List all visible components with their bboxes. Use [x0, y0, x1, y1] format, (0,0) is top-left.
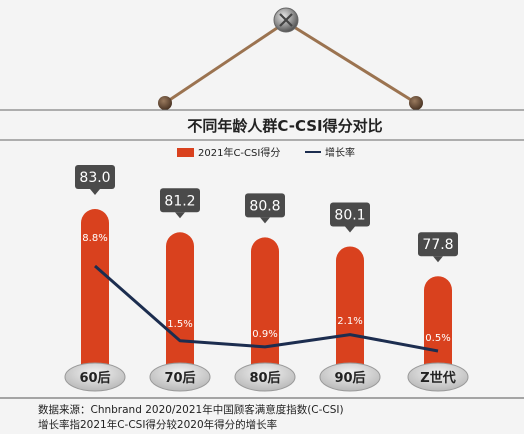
nail-right-icon [409, 96, 423, 110]
bar-value-badge-pointer-4 [433, 256, 443, 263]
bar-value-badge-2 [245, 193, 285, 218]
category-label-4: Z世代 [420, 370, 455, 386]
legend-line-label: 增长率 [325, 146, 355, 159]
bar-value-label-2: 80.8 [249, 198, 280, 214]
plot-area: 83.0 60后 81.2 70后 80.8 80后 80.1 90后 77.8 Z世代 8.8% 1… [64, 165, 469, 392]
category-label-3: 90后 [334, 370, 365, 386]
bar-value-badge-3 [330, 202, 370, 227]
bar-value-label-0: 83.0 [79, 170, 110, 186]
growth-rate-label-1: 1.5% [167, 319, 192, 330]
bar-value-badge-pointer-2 [260, 217, 270, 224]
legend: 2021年C-CSI得分 增长率 [177, 146, 355, 159]
category-pill-1 [149, 362, 211, 392]
category-label-0: 60后 [79, 370, 110, 386]
growth-rate-label-4: 0.5% [425, 333, 450, 344]
screw-icon [273, 7, 299, 33]
category-pill-3 [319, 362, 381, 392]
bar-1 [166, 232, 194, 377]
chart-title: 不同年龄人群C-CSI得分对比 [187, 117, 382, 135]
bar-value-badge-pointer-0 [90, 189, 100, 195]
legend-bar-swatch [177, 148, 194, 157]
footnote-source: 数据来源：Chnbrand 2020/2021年中国顾客满意度指数(C-CSI) [38, 403, 344, 416]
bar-value-badge-pointer-3 [345, 226, 355, 233]
category-label-2: 80后 [249, 370, 280, 386]
bar-value-label-3: 80.1 [334, 207, 365, 223]
bar-2 [251, 237, 279, 377]
bar-0 [81, 209, 109, 377]
bar-value-label-4: 77.8 [422, 237, 453, 253]
category-pill-2 [234, 362, 296, 392]
bar-value-badge-4 [418, 232, 458, 257]
category-label-1: 70后 [164, 370, 195, 386]
hanging-wire-left [164, 20, 287, 105]
nail-left-icon [158, 96, 172, 110]
growth-rate-label-2: 0.9% [252, 329, 277, 340]
bar-value-badge-1 [160, 188, 200, 213]
category-pill-4 [407, 362, 469, 392]
category-pill-0 [64, 362, 126, 392]
legend-bar-label: 2021年C-CSI得分 [198, 146, 280, 159]
bar-value-label-1: 81.2 [164, 193, 195, 209]
bar-3 [336, 246, 364, 377]
growth-rate-label-0: 8.8% [82, 233, 107, 244]
hanging-wire-right [285, 20, 417, 105]
bar-value-badge-0 [75, 165, 115, 189]
footnote-growth-definition: 增长率指2021年C-CSI得分较2020年得分的增长率 [38, 418, 277, 431]
bar-value-badge-pointer-1 [175, 212, 185, 219]
growth-rate-label-3: 2.1% [337, 316, 362, 327]
growth-rate-line [94, 264, 439, 353]
bar-4 [424, 276, 452, 377]
